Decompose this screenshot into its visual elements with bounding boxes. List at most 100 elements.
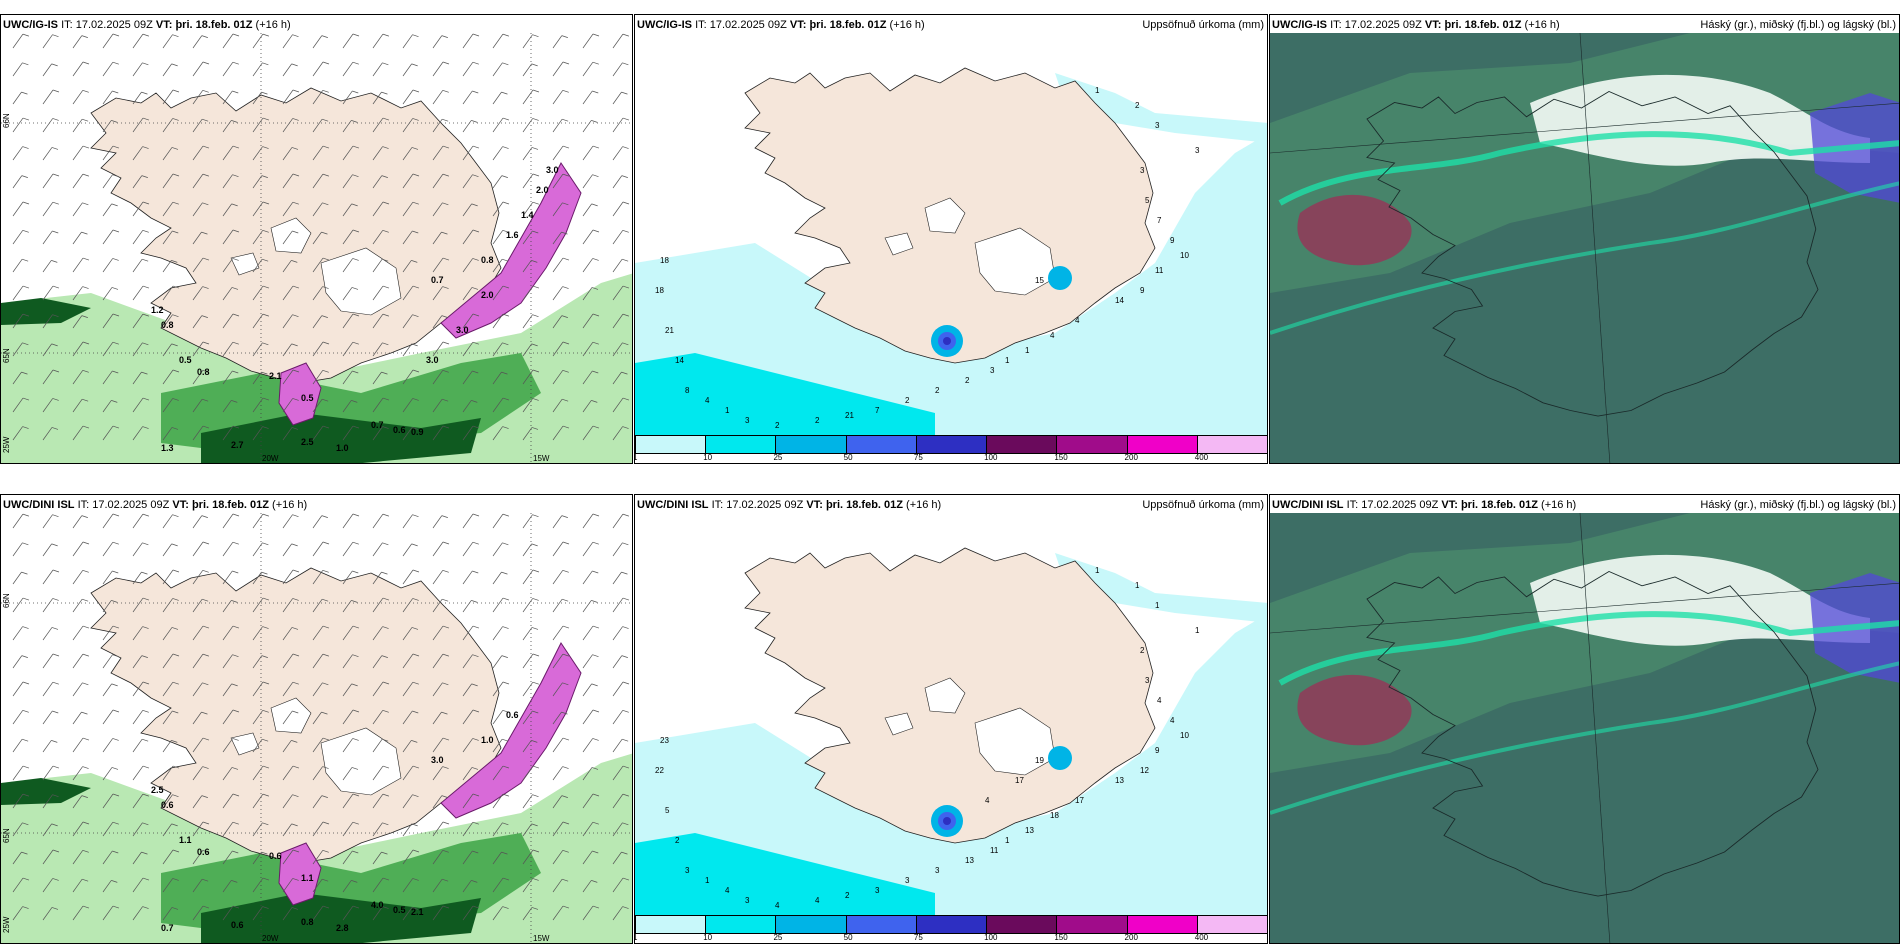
wind-barb-flag (52, 514, 59, 518)
wind-barb (282, 427, 293, 441)
wind-barb (522, 849, 534, 865)
wind-barb-flag (532, 118, 539, 121)
wind-barb-flag (502, 117, 510, 121)
wind-barb (162, 118, 173, 133)
wind-barb (462, 850, 473, 865)
wind-barb-flag (22, 765, 30, 769)
precip-hotspot-east (1048, 266, 1072, 290)
wind-barb (612, 62, 623, 77)
wind-barb-flag (111, 880, 118, 883)
wind-barb (342, 570, 353, 585)
precip-value: 3 (1140, 166, 1145, 175)
wind-barb-flag (172, 849, 180, 853)
precip-value: 0.8 (161, 320, 174, 330)
wind-barb-flag (262, 33, 270, 37)
model-name: UWC/IG-IS (1272, 19, 1327, 31)
wind-barb-flag (411, 427, 419, 430)
wind-barb-flag (471, 203, 478, 207)
wind-barb-flag (171, 823, 178, 827)
panel-precip-top: UWC/IG-IS IT: 17.02.2025 09Z VT: þri. 18… (634, 14, 1268, 464)
wind-barb-flag (231, 683, 238, 687)
wind-barb-flag (352, 33, 360, 37)
wind-barb-flag (112, 174, 119, 178)
wind-barb (132, 285, 144, 301)
wind-barb-flag (381, 371, 388, 375)
wind-barb-flag (231, 880, 238, 883)
wind-barb (222, 145, 234, 161)
precip-value: 0.9 (411, 427, 424, 437)
colorbar-swatch (1196, 436, 1267, 453)
wind-barb (222, 905, 234, 921)
wind-barb-flag (321, 35, 328, 38)
wind-barb-flag (591, 683, 598, 687)
wind-barb (492, 117, 504, 133)
wind-barb (102, 342, 114, 357)
wind-barb-flag (51, 627, 59, 630)
wind-barb (72, 515, 83, 529)
wind-barb (582, 425, 594, 441)
wind-barb (372, 765, 384, 781)
wind-barb-flag (412, 118, 419, 121)
wind-barb (552, 315, 563, 329)
wind-barb (522, 682, 534, 697)
wind-barb-flag (411, 907, 419, 910)
wind-barb-flag (112, 341, 119, 345)
precip-value: 4 (1157, 696, 1162, 705)
wind-barb-flag (532, 34, 539, 38)
precip-north-band (1055, 553, 1267, 623)
wind-barb-flag (322, 569, 329, 573)
wind-barb-flag (531, 260, 538, 263)
wind-barb (132, 201, 144, 217)
wind-barb-flag (592, 905, 600, 909)
wind-barb (132, 230, 144, 245)
wind-barb-flag (52, 314, 59, 318)
wind-barb (462, 822, 474, 837)
glacier-vatnajokull (974, 707, 1056, 776)
wind-barb-flag (472, 793, 480, 797)
wind-barb-flag (261, 571, 268, 575)
wind-barb (72, 541, 84, 557)
wind-barb-flag (412, 314, 419, 318)
wind-barb (522, 173, 534, 189)
wind-barb (582, 767, 593, 781)
wind-barb (312, 286, 323, 301)
wind-barb-flag (172, 878, 179, 881)
precip-value: 1 (1095, 566, 1100, 575)
wind-barb-flag (322, 61, 330, 65)
wind-barb-flag (261, 655, 268, 658)
wind-barb (192, 61, 204, 77)
wind-barb-flag (82, 737, 90, 741)
wind-barb-flag (292, 230, 299, 234)
wind-barb (582, 738, 593, 753)
wind-barb-flag (352, 905, 360, 909)
iceland-landmass (744, 547, 1156, 844)
wind-barb-flag (82, 173, 90, 177)
wind-barb (252, 259, 263, 273)
wind-barb (42, 765, 54, 781)
wind-barb (12, 342, 23, 357)
wind-barb-flag (382, 513, 390, 517)
wind-barb (612, 397, 624, 413)
precip-value: 10 (1180, 731, 1189, 740)
wind-barb (162, 369, 174, 385)
precip-value: 1.0 (481, 735, 494, 745)
wind-barb-flag (232, 425, 240, 429)
panel-cloud-bottom: UWC/DINI ISL IT: 17.02.2025 09Z VT: þri.… (1269, 494, 1900, 944)
wind-barb-flag (562, 625, 570, 629)
wind-barb-flag (232, 905, 240, 909)
wind-barb-flag (622, 146, 629, 149)
precip-value: 2 (815, 416, 820, 425)
wind-barb-flag (202, 541, 210, 545)
precip-value: 2 (675, 836, 680, 845)
wind-barb-flag (321, 515, 328, 518)
wind-barb-flag (532, 230, 539, 234)
wind-barb-flag (52, 681, 59, 685)
wind-barb (162, 398, 173, 413)
panel-header: UWC/DINI ISL IT: 17.02.2025 09Z VT: þri.… (1272, 499, 1576, 512)
panel-title-right: Háský (gr.), miðský (fj.bl.) og lágský (… (1700, 19, 1896, 31)
wind-barb (612, 626, 623, 641)
wind-barb-flag (592, 145, 600, 149)
wind-barb-flag (352, 229, 360, 233)
wind-barb (162, 514, 173, 529)
wind-barb (312, 370, 324, 385)
